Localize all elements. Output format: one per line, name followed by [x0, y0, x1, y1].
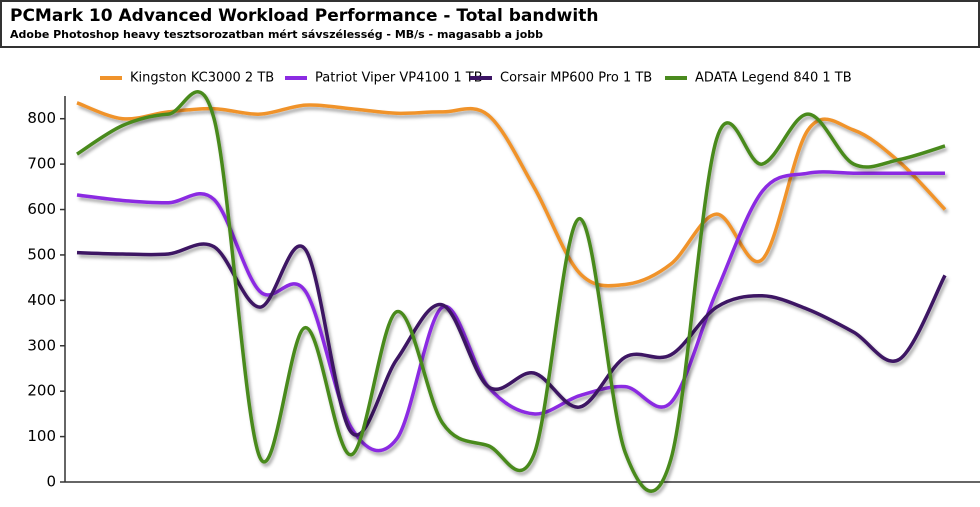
series-line [76, 101, 947, 288]
y-tick-label: 300 [27, 336, 56, 354]
y-tick-label: 500 [27, 245, 56, 263]
series-line [76, 90, 946, 493]
y-tick-label: 400 [27, 291, 56, 309]
y-tick-label: 100 [27, 427, 56, 445]
y-tick-label: 600 [27, 200, 56, 218]
legend-label: Corsair MP600 Pro 1 TB [500, 71, 652, 86]
y-tick-label: 200 [27, 382, 56, 400]
legend-label: Patriot Viper VP4100 1 TB [315, 71, 483, 86]
y-tick-label: 800 [27, 109, 56, 127]
header: PCMark 10 Advanced Workload Performance … [0, 0, 980, 48]
chart-title: PCMark 10 Advanced Workload Performance … [10, 6, 599, 26]
series-line [76, 242, 947, 437]
legend-label: ADATA Legend 840 1 TB [695, 71, 852, 86]
y-tick-label: 700 [27, 155, 56, 173]
chart-subtitle: Adobe Photoshop heavy tesztsorozatban mé… [10, 28, 544, 41]
y-tick-label: 0 [46, 473, 56, 491]
legend-label: Kingston KC3000 2 TB [130, 71, 274, 86]
